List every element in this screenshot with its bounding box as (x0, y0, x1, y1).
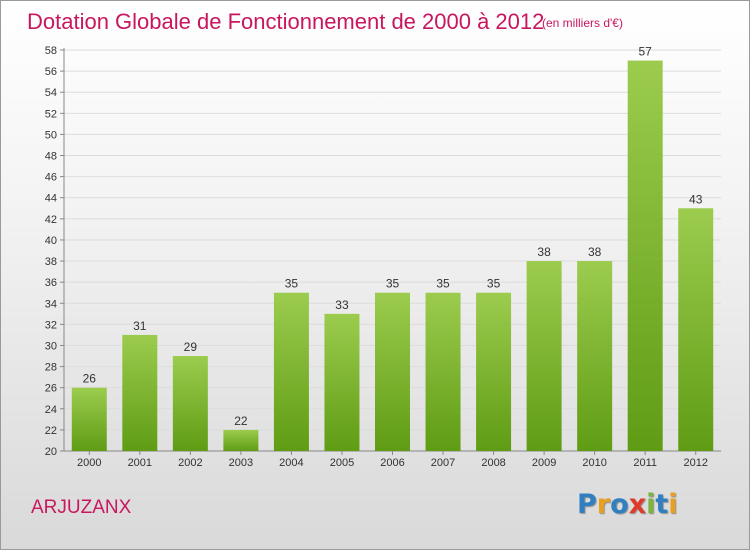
commune-name: ARJUZANX (31, 497, 132, 518)
y-tick-label: 20 (45, 446, 57, 458)
x-tick-label: 2009 (532, 457, 556, 469)
x-tick-label: 2007 (431, 457, 455, 469)
x-tick-label: 2011 (633, 457, 657, 469)
y-tick-label: 22 (45, 425, 57, 437)
chart-subtitle: (en milliers d'€) (542, 16, 623, 30)
y-tick-label: 58 (45, 45, 57, 57)
x-tick-label: 2004 (279, 457, 303, 469)
bar-2009 (526, 261, 562, 451)
logo-letter: x (628, 489, 647, 520)
bar-2007 (425, 292, 461, 451)
y-tick-label: 48 (45, 151, 57, 163)
logo-letter: P (577, 489, 597, 520)
chart-title: Dotation Globale de Fonctionnement de 20… (27, 9, 545, 34)
x-tick-label: 2012 (683, 457, 707, 469)
x-tick-label: 2006 (380, 457, 404, 469)
logo-letter: i (646, 489, 656, 520)
x-tick-label: 2008 (481, 457, 505, 469)
data-label: 35 (487, 277, 501, 291)
y-tick-label: 24 (45, 404, 57, 416)
bar-2001 (122, 334, 158, 451)
y-tick-label: 50 (45, 129, 57, 141)
x-tick-label: 2005 (330, 457, 354, 469)
x-tick-label: 2003 (229, 457, 253, 469)
y-tick-label: 44 (45, 193, 57, 205)
y-tick-label: 42 (45, 214, 57, 226)
y-tick-label: 26 (45, 383, 57, 395)
data-label: 43 (689, 192, 703, 206)
y-tick-label: 56 (45, 66, 57, 78)
bar-2012 (678, 208, 714, 451)
bar-2002 (172, 356, 208, 451)
bar-2000 (71, 387, 107, 451)
data-label: 57 (639, 45, 653, 59)
data-label: 26 (83, 372, 97, 386)
data-label: 38 (588, 245, 602, 259)
y-axis-ticks: 20 22 24 26 28 30 32 34 36 38 40 42 44 46 48 50 52 54 56 58 (45, 45, 64, 458)
bar-2005 (324, 313, 360, 451)
data-label: 33 (335, 298, 349, 312)
y-tick-label: 30 (45, 340, 57, 352)
y-tick-label: 54 (45, 87, 57, 99)
y-tick-label: 36 (45, 277, 57, 289)
logo-letter: r (596, 489, 611, 520)
bar-2010 (577, 261, 613, 451)
x-tick-label: 2001 (128, 457, 152, 469)
y-tick-label: 52 (45, 108, 57, 120)
y-tick-label: 46 (45, 172, 57, 184)
logo-letter: t (655, 489, 669, 520)
bar-2003 (223, 429, 259, 451)
logo-letter: o (610, 489, 629, 520)
x-tick-label: 2000 (77, 457, 101, 469)
bar-2004 (273, 292, 309, 451)
data-label: 35 (285, 277, 299, 291)
y-tick-label: 32 (45, 319, 57, 331)
bar-2008 (476, 292, 512, 451)
x-axis-ticks: 2000 2001 2002 2003 2004 2005 2006 2007 2008 2009… (77, 451, 708, 469)
bars (71, 60, 714, 451)
data-label: 38 (537, 245, 551, 259)
y-tick-label: 28 (45, 362, 57, 374)
logo-letter: i (668, 489, 678, 520)
data-label: 31 (133, 319, 147, 333)
value-labels: 26 31 29 22 35 33 35 35 35 38 38 57 43 (83, 45, 703, 428)
y-tick-label: 34 (45, 298, 57, 310)
data-label: 35 (386, 277, 400, 291)
x-tick-label: 2002 (178, 457, 202, 469)
x-tick-label: 2010 (582, 457, 606, 469)
y-tick-label: 38 (45, 256, 57, 268)
proxiti-logo[interactable]: Proxiti (577, 489, 678, 520)
data-label: 35 (436, 277, 450, 291)
bar-2011 (627, 60, 663, 451)
bar-2006 (375, 292, 410, 451)
y-tick-label: 40 (45, 235, 57, 247)
data-label: 22 (234, 414, 248, 428)
data-label: 29 (184, 340, 198, 354)
